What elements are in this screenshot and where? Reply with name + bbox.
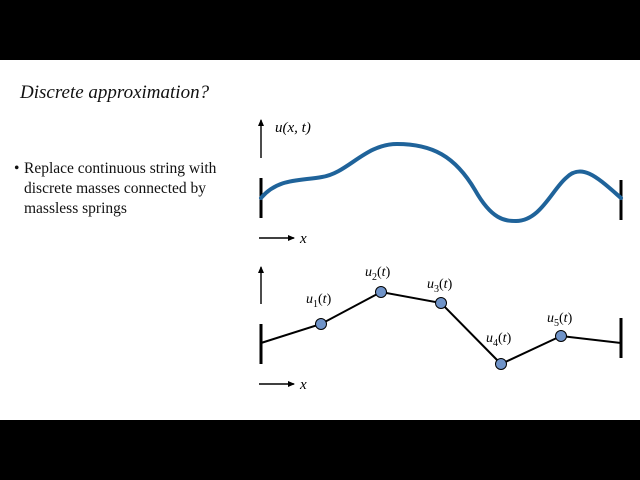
mass-4 [495,358,507,370]
mass-1 [315,318,327,330]
mass-5-label: u5(t) [547,311,573,329]
discrete-panel: u1(t) u2(t) u3(t) u4(t) u5(t) x [258,265,623,393]
mass-5 [555,330,567,342]
bullet-item: • Replace continuous string with discret… [14,159,254,219]
letterbox-bottom [0,420,640,480]
bullet-dot: • [14,160,20,177]
mass-3-label: u3(t) [427,277,453,295]
mass-3 [435,297,447,309]
letterbox-top [0,0,640,60]
bullet-text: Replace continuous string with discrete … [24,160,217,217]
discrete-x-label: x [299,377,307,393]
string-diagram: u(x, t) x u1(t) u2(t) u3(t) u4(t) u5(t) [258,119,623,393]
continuous-x-label: x [299,231,307,247]
mass-4-label: u4(t) [486,331,512,349]
continuous-panel: u(x, t) x [258,119,623,247]
slide: Discrete approximation? • Replace contin… [0,60,640,420]
mass-1-label: u1(t) [306,292,332,310]
mass-2 [375,286,387,298]
continuous-string-curve [259,141,623,224]
continuous-y-label: u(x, t) [275,120,311,136]
slide-title: Discrete approximation? [20,82,210,103]
mass-2-label: u2(t) [365,265,391,283]
